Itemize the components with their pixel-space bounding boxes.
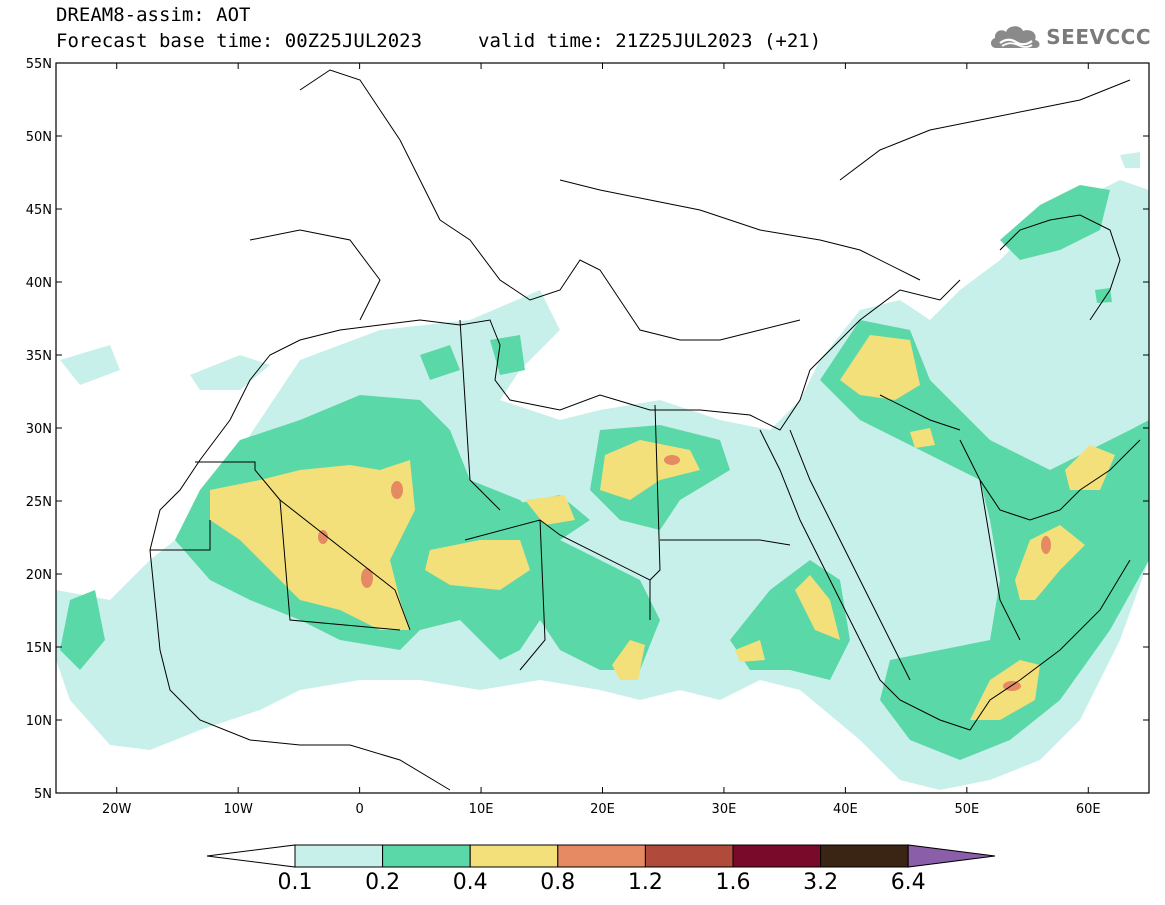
colorbar-over-arrow xyxy=(907,844,996,868)
aot-band-0.4 xyxy=(795,575,840,640)
colorbar-level-label: 1.6 xyxy=(715,870,751,895)
aot-band-0.4 xyxy=(210,460,415,630)
colorbar-swatch xyxy=(820,844,909,868)
colorbar-level-label: 0.1 xyxy=(277,870,313,895)
aot-band-0.2 xyxy=(490,335,525,375)
lon-tick-label: 60E xyxy=(1076,802,1101,817)
aot-band-0.4 xyxy=(1015,525,1085,600)
aot-band-0.2 xyxy=(420,345,460,380)
aot-band-0.4 xyxy=(612,640,645,680)
aot-band-0.4 xyxy=(1065,445,1115,490)
aot-band-0.8 xyxy=(361,568,373,588)
aot-band-0.2 xyxy=(1095,288,1112,303)
aot-band-0.4 xyxy=(910,428,935,448)
colorbar-level-label: 3.2 xyxy=(803,870,839,895)
colorbar-under-arrow xyxy=(206,844,296,868)
aot-band-0.8 xyxy=(1041,536,1051,554)
colorbar xyxy=(206,844,996,868)
axis-ticks xyxy=(56,62,1149,794)
lat-tick-label: 15N xyxy=(26,641,52,656)
seevccc-logo: SEEVCCC xyxy=(988,22,1151,52)
lon-tick-label: 20E xyxy=(590,802,615,817)
lat-tick-label: 5N xyxy=(34,787,52,802)
valid-time: valid time: 21Z25JUL2023 (+21) xyxy=(478,30,822,52)
lat-tick-label: 55N xyxy=(26,57,52,72)
aot-band-0.1 xyxy=(1120,152,1140,168)
lon-tick-label: 40E xyxy=(833,802,858,817)
forecast-base-time: Forecast base time: 00Z25JUL2023 xyxy=(56,30,423,52)
colorbar-swatch xyxy=(294,844,384,868)
colorbar-level-label: 6.4 xyxy=(890,870,926,895)
colorbar-level-label: 0.2 xyxy=(365,870,401,895)
aot-band-0.2 xyxy=(175,395,660,670)
lon-tick-label: 30E xyxy=(712,802,737,817)
aot-band-0.2 xyxy=(60,590,105,670)
lon-tick-label: 20W xyxy=(102,802,132,817)
aot-band-0.2 xyxy=(1000,185,1110,260)
aot-band-0.4 xyxy=(600,440,700,500)
lon-tick-label: 10E xyxy=(469,802,494,817)
aot-band-0.1 xyxy=(60,345,120,385)
lat-tick-label: 45N xyxy=(26,203,52,218)
logo-text: SEEVCCC xyxy=(1046,25,1151,49)
aot-band-0.1 xyxy=(190,355,270,390)
aot-band-0.8 xyxy=(391,481,403,499)
colorbar-swatch xyxy=(469,844,559,868)
cloud-icon xyxy=(991,26,1040,48)
aot-band-0.8 xyxy=(318,530,328,544)
lon-tick-label: 0 xyxy=(355,802,363,817)
aot-band-0.4 xyxy=(735,640,765,662)
aot-field xyxy=(56,152,1149,790)
lat-tick-label: 20N xyxy=(26,568,52,583)
coastlines xyxy=(149,69,1141,791)
aot-band-0.4 xyxy=(840,335,920,400)
lat-tick-label: 25N xyxy=(26,495,52,510)
aot-band-0.4 xyxy=(525,495,575,525)
lon-tick-label: 10W xyxy=(223,802,253,817)
axis-labels: 55N 50N 45N 40N 35N 30N 25N 20N 15N 10N 5N 20W 10W 0 1… xyxy=(26,57,1101,817)
lon-tick-label: 50E xyxy=(954,802,979,817)
colorbar-swatch xyxy=(732,844,822,868)
lat-tick-label: 40N xyxy=(26,276,52,291)
map-title: DREAM8-assim: AOT xyxy=(56,4,251,26)
colorbar-swatch xyxy=(644,844,734,868)
lat-tick-label: 50N xyxy=(26,130,52,145)
colorbar-swatch xyxy=(382,844,471,868)
aot-band-0.4 xyxy=(425,540,530,590)
colorbar-level-label: 0.4 xyxy=(452,870,488,895)
lat-tick-label: 30N xyxy=(26,422,52,437)
lat-tick-label: 10N xyxy=(26,714,52,729)
colorbar-level-label: 0.8 xyxy=(540,870,576,895)
lat-tick-label: 35N xyxy=(26,349,52,364)
aot-band-0.8 xyxy=(664,455,680,465)
aot-band-0.2 xyxy=(820,320,1149,760)
colorbar-level-label: 1.2 xyxy=(627,870,663,895)
colorbar-swatch xyxy=(557,844,646,868)
